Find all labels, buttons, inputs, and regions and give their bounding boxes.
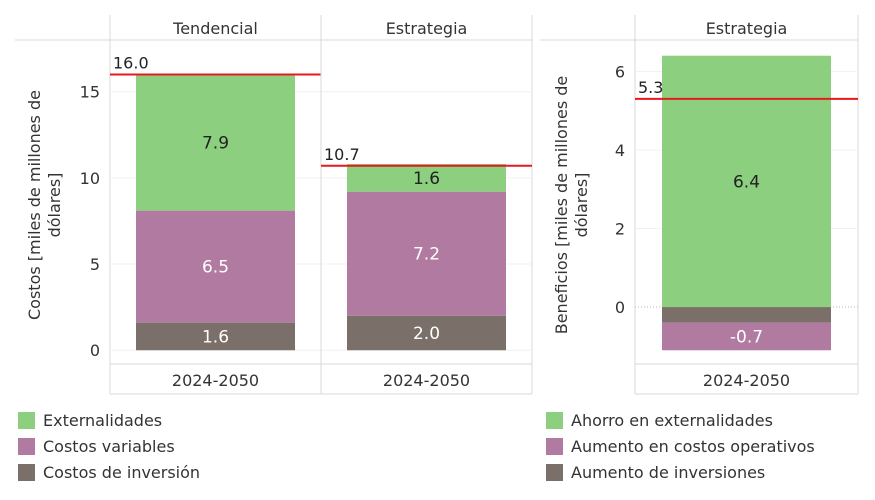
panel-header: Estrategia: [386, 19, 468, 38]
legend-item: Aumento de inversiones: [546, 459, 815, 485]
legend-label: Externalidades: [43, 410, 163, 430]
legend-swatch: [18, 463, 35, 481]
data-label: 7.9: [202, 134, 229, 154]
y-tick-label: 10: [80, 169, 100, 188]
bar-segment: [347, 191, 506, 316]
legend-label: Aumento de inversiones: [571, 462, 766, 482]
panel-header: Estrategia: [706, 19, 788, 38]
legend-item: Costos de inversión: [18, 459, 200, 485]
x-tick-label: 2024-2050: [383, 371, 470, 390]
data-label: -0.7: [730, 328, 763, 348]
legend-label: Costos variables: [43, 436, 175, 456]
legend-item: Aumento en costos operativos: [546, 433, 815, 459]
data-label: 1.6: [202, 327, 229, 347]
y-axis-title: dólares]: [45, 173, 64, 238]
data-label: 6.5: [202, 258, 229, 278]
legend-item: Costos variables: [18, 433, 200, 459]
legend-swatch: [546, 463, 563, 481]
y-tick-label: 2: [615, 220, 625, 239]
data-label: 1.6: [413, 169, 440, 189]
y-axis-title: dólares]: [572, 173, 591, 238]
legend-label: Ahorro en externalidades: [571, 410, 773, 430]
total-label: 16.0: [113, 53, 149, 72]
legend-swatch: [18, 411, 35, 429]
x-tick-label: 2024-2050: [172, 371, 259, 390]
legend-left: Externalidades Costos variables Costos d…: [18, 407, 200, 485]
legend-right: Ahorro en externalidades Aumento en cost…: [546, 407, 815, 485]
y-axis-title: Beneficios [miles de millones de: [552, 76, 571, 335]
bar-segment: [136, 210, 295, 323]
x-tick-label: 2024-2050: [703, 371, 790, 390]
panel-header: Tendencial: [172, 19, 258, 38]
y-tick-label: 4: [615, 141, 625, 160]
bar-segment: [136, 74, 295, 211]
data-label: 7.2: [413, 245, 440, 265]
legend-swatch: [546, 437, 563, 455]
bar-segment: [347, 315, 506, 351]
y-tick-label: 0: [90, 341, 100, 360]
bar-segment: [347, 164, 506, 192]
y-tick-label: 15: [80, 83, 100, 102]
y-axis-title: Costos [miles de millones de: [25, 90, 44, 320]
bar-segment: [662, 307, 831, 323]
bar-segment: [662, 55, 831, 308]
bar-segment: [136, 322, 295, 351]
data-label: 6.4: [733, 172, 760, 192]
bar-segment: [662, 322, 831, 351]
legend-item: Ahorro en externalidades: [546, 407, 815, 433]
legend-label: Aumento en costos operativos: [571, 436, 815, 456]
y-tick-label: 5: [90, 255, 100, 274]
y-tick-label: 0: [615, 298, 625, 317]
legend-swatch: [546, 411, 563, 429]
total-label: 10.7: [324, 145, 360, 164]
legend-label: Costos de inversión: [43, 462, 201, 482]
y-tick-label: 6: [615, 62, 625, 81]
total-label: 5.3: [638, 78, 663, 97]
legend-swatch: [18, 437, 35, 455]
data-label: 2.0: [413, 324, 440, 344]
legend-item: Externalidades: [18, 407, 200, 433]
